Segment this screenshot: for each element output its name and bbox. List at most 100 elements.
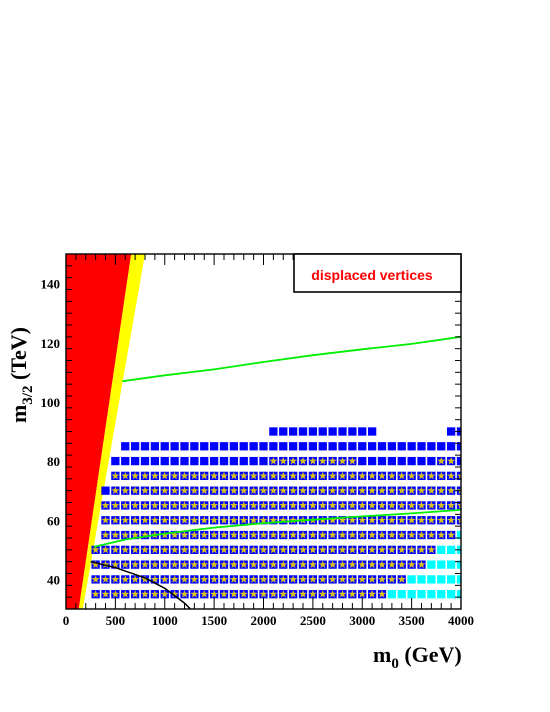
star-marker: [378, 516, 386, 524]
star-marker: [259, 471, 268, 480]
star-marker: [447, 501, 456, 509]
star-marker: [318, 560, 327, 568]
y-axis-title: m3/2 (TeV): [6, 327, 36, 423]
scan-point-blue: [101, 486, 110, 495]
scan-point-blue: [150, 442, 160, 451]
y-axis-title-main: m: [6, 405, 31, 423]
legend-label: displaced vertices: [311, 267, 433, 283]
star-marker: [427, 516, 436, 524]
scan-point-blue: [358, 427, 367, 436]
scan-point-blue: [279, 427, 288, 436]
star-marker: [170, 501, 179, 509]
scan-point-blue: [140, 456, 150, 466]
star-marker: [170, 516, 179, 524]
scan-point-blue: [377, 442, 387, 451]
star-marker: [279, 486, 288, 495]
star-marker: [259, 501, 268, 509]
star-marker: [378, 486, 386, 495]
scan-point-blue: [150, 456, 160, 466]
star-marker: [229, 486, 238, 495]
star-marker: [269, 516, 278, 524]
star-marker: [338, 456, 347, 465]
star-marker: [111, 590, 120, 598]
scan-point-blue: [279, 442, 288, 451]
star-marker: [239, 530, 248, 539]
star-marker: [239, 486, 248, 495]
scan-point-cyan: [417, 590, 426, 599]
star-marker: [91, 575, 100, 583]
star-marker: [437, 486, 446, 495]
scan-point-blue: [170, 442, 179, 451]
star-marker: [318, 530, 327, 539]
star-marker: [200, 590, 209, 598]
star-marker: [249, 590, 258, 598]
scan-point-blue: [367, 456, 377, 466]
star-marker: [220, 471, 228, 480]
scan-point-blue: [348, 442, 357, 451]
scan-point-cyan: [456, 590, 461, 599]
star-marker: [299, 575, 307, 583]
star-marker: [378, 530, 386, 539]
x-tick-label: 1500: [201, 613, 227, 628]
star-marker: [289, 575, 298, 583]
scan-point-cyan: [387, 590, 397, 599]
star-marker: [368, 530, 377, 539]
star-marker: [269, 501, 278, 509]
star-marker: [91, 560, 100, 568]
star-marker: [417, 560, 426, 568]
star-marker: [417, 516, 426, 524]
star-marker: [141, 530, 149, 539]
scan-point-blue: [219, 456, 229, 466]
star-marker: [427, 471, 436, 480]
scan-point-blue: [160, 442, 169, 451]
star-marker: [358, 530, 367, 539]
scan-point-blue: [121, 442, 130, 451]
star-marker: [259, 560, 268, 568]
star-marker: [299, 501, 307, 509]
star-marker: [180, 545, 189, 554]
scan-point-cyan: [407, 575, 416, 584]
star-marker: [387, 560, 396, 568]
scan-point-cyan: [437, 590, 446, 599]
scan-point-blue: [308, 442, 318, 451]
star-marker: [141, 471, 149, 480]
star-marker: [210, 471, 219, 480]
scan-point-blue: [209, 442, 219, 451]
scan-point-blue: [417, 456, 426, 466]
star-marker: [121, 590, 130, 598]
scan-point-cyan: [456, 560, 461, 569]
star-marker: [200, 530, 209, 539]
star-marker: [328, 575, 337, 583]
star-marker: [289, 545, 298, 554]
star-marker: [387, 471, 396, 480]
star-marker: [259, 575, 268, 583]
star-marker: [318, 545, 327, 554]
star-marker: [358, 590, 367, 598]
scan-point-blue: [407, 442, 416, 451]
star-marker: [318, 486, 327, 495]
scan-point-blue: [328, 442, 337, 451]
star-marker: [259, 590, 268, 598]
star-marker: [308, 471, 317, 480]
star-marker: [299, 590, 307, 598]
scan-point-blue: [397, 442, 406, 451]
scan-point-blue: [446, 442, 456, 451]
star-marker: [121, 486, 130, 495]
star-marker: [249, 545, 258, 554]
star-marker: [269, 530, 278, 539]
star-marker: [318, 575, 327, 583]
star-marker: [387, 530, 396, 539]
star-marker: [239, 575, 248, 583]
star-marker: [328, 590, 337, 598]
star-marker: [397, 560, 406, 568]
scan-point-blue: [318, 427, 327, 436]
star-marker: [229, 530, 238, 539]
star-marker: [150, 575, 159, 583]
star-marker: [170, 575, 179, 583]
star-marker: [239, 590, 248, 598]
x-axis-title-unit: (GeV): [399, 642, 462, 667]
star-marker: [239, 516, 248, 524]
star-marker: [338, 516, 347, 524]
star-marker: [259, 516, 268, 524]
star-marker: [160, 590, 169, 598]
